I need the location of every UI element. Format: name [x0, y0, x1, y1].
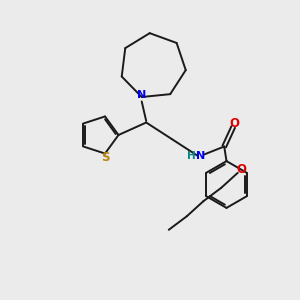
Text: O: O [236, 163, 246, 176]
Text: S: S [101, 151, 109, 164]
Text: N: N [196, 151, 206, 160]
Text: H: H [188, 151, 196, 160]
Text: O: O [230, 117, 240, 130]
Text: N: N [137, 90, 146, 100]
